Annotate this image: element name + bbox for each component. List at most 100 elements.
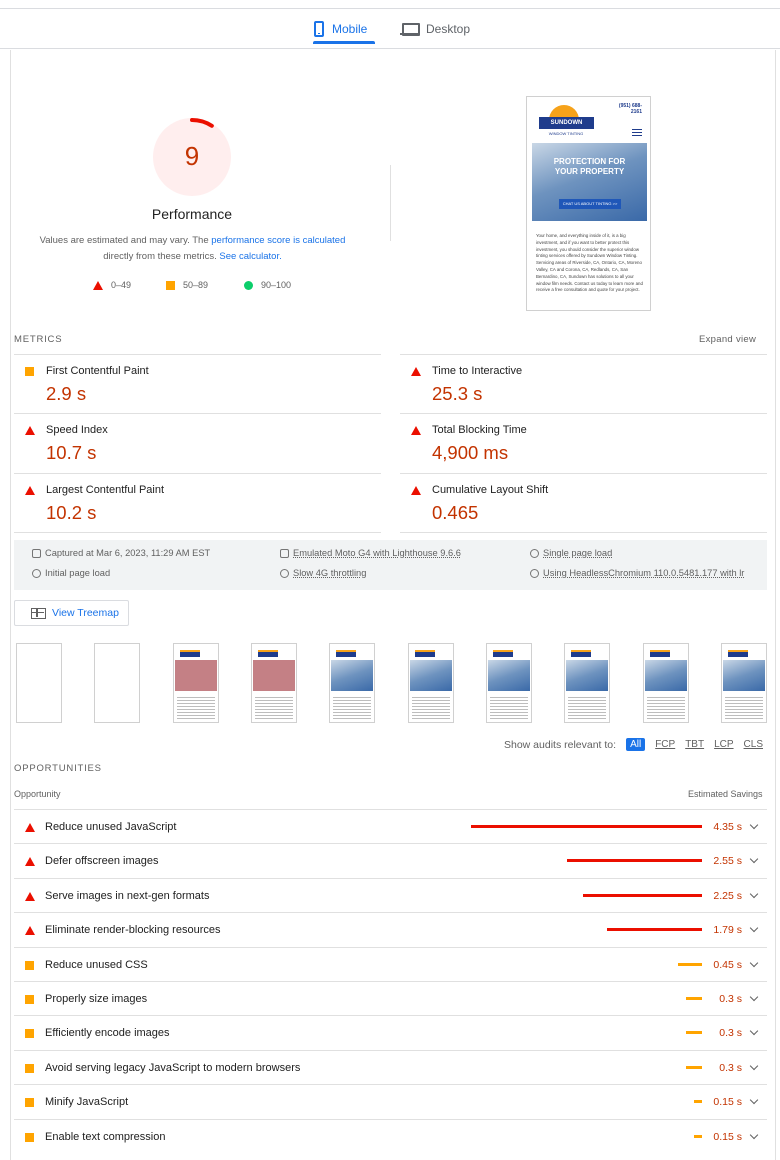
opportunity-row[interactable]: Minify JavaScript 0.15 s — [14, 1084, 767, 1118]
savings-value: 0.3 s — [719, 1061, 742, 1074]
savings-value: 2.25 s — [713, 889, 742, 902]
savings-value: 0.15 s — [713, 1096, 742, 1109]
chevron-down-icon[interactable] — [749, 1130, 759, 1139]
average-square-icon — [25, 1098, 34, 1108]
filmstrip-frame — [94, 643, 140, 723]
filter-chip-all[interactable]: All — [626, 738, 646, 751]
metric-tbt: Total Blocking Time 4,900 ms — [400, 413, 767, 473]
fail-triangle-icon — [25, 891, 35, 901]
chevron-down-icon[interactable] — [749, 855, 759, 864]
fail-triangle-icon — [411, 367, 421, 376]
average-square-icon — [25, 367, 34, 376]
legend-fail-label: 0–49 — [111, 280, 132, 290]
legend-pass-label: 90–100 — [261, 280, 292, 290]
opportunities-label: OPPORTUNITIES — [14, 763, 102, 774]
gauge-background — [153, 118, 231, 196]
chevron-down-icon[interactable] — [749, 1095, 759, 1105]
fail-triangle-icon — [25, 486, 35, 495]
savings-bar — [694, 1134, 702, 1138]
screenshot-hero-button: CHAT US ABOUT TINTING >> — [559, 199, 621, 209]
filter-chip-tbt[interactable]: TBT — [685, 739, 705, 750]
fail-triangle-icon — [25, 823, 35, 832]
savings-bar — [471, 825, 702, 828]
opportunity-row[interactable]: Eliminate render-blocking resources 1.79 … — [14, 912, 767, 946]
fail-triangle-icon — [411, 486, 421, 495]
savings-bar — [694, 1100, 702, 1104]
chevron-down-icon[interactable] — [749, 889, 759, 899]
panel-border-left — [10, 50, 11, 1160]
metric-si: Speed Index 10.7 s — [14, 413, 381, 473]
savings-bar — [583, 893, 702, 897]
opportunity-name: Enable text compression — [45, 1130, 166, 1143]
browser-info[interactable]: Using HeadlessChromium 110.0.5481.177 wi… — [530, 568, 744, 578]
emulated-device[interactable]: Emulated Moto G4 with Lighthouse 9.6.6 — [280, 548, 461, 558]
opportunity-name: Eliminate render-blocking resources — [45, 924, 221, 937]
average-square-icon — [25, 995, 34, 1004]
filmstrip-frame — [721, 643, 767, 723]
metric-value: 10.7 s — [46, 442, 97, 463]
expand-view-link[interactable]: Expand view — [699, 334, 757, 345]
score-calc-link[interactable]: performance score is calculated — [211, 235, 346, 246]
opportunity-row[interactable]: Defer offscreen images 2.55 s — [14, 843, 767, 877]
chevron-down-icon[interactable] — [749, 1027, 759, 1036]
opportunity-row[interactable]: Efficiently encode images 0.3 s — [14, 1015, 767, 1049]
wifi-icon — [280, 568, 289, 578]
gauge-arc — [190, 118, 214, 128]
device-icon — [280, 548, 289, 558]
screenshot-hero-title: PROTECTION FOR YOUR PROPERTY — [553, 157, 626, 176]
calculator-link[interactable]: See calculator. — [219, 251, 282, 262]
legend-fail: 0–49 — [93, 280, 131, 290]
chevron-down-icon[interactable] — [749, 992, 759, 1002]
fail-triangle-icon — [25, 426, 35, 435]
opportunity-row[interactable]: Avoid serving legacy JavaScript to moder… — [14, 1049, 767, 1084]
opportunity-name: Reduce unused CSS — [45, 958, 148, 971]
filter-chip-cls[interactable]: CLS — [743, 739, 763, 750]
savings-bar — [686, 997, 702, 1000]
filter-chip-lcp[interactable]: LCP — [714, 739, 734, 750]
legend-average-label: 50–89 — [183, 280, 209, 290]
opportunity-row[interactable]: Properly size images 0.3 s — [14, 981, 767, 1015]
fail-triangle-icon — [25, 926, 35, 936]
performance-score: 9 — [184, 141, 200, 171]
tab-desktop-label: Desktop — [426, 22, 471, 36]
tab-mobile[interactable]: Mobile — [314, 9, 367, 49]
opportunity-name: Avoid serving legacy JavaScript to moder… — [45, 1061, 301, 1074]
savings-value: 0.3 s — [719, 993, 742, 1005]
captured-at: Captured at Mar 6, 2023, 11:29 AM EST — [32, 548, 210, 558]
opportunity-row[interactable]: Reduce unused CSS 0.45 s — [14, 946, 767, 981]
filter-chip-fcp[interactable]: FCP — [655, 739, 676, 750]
active-tab-indicator — [313, 41, 375, 44]
savings-value: 0.45 s — [713, 958, 742, 971]
timer-icon — [32, 568, 41, 578]
metric-name: Total Blocking Time — [432, 424, 527, 436]
chrome-icon — [530, 568, 539, 578]
metric-value: 2.9 s — [46, 383, 87, 404]
savings-bar — [678, 962, 702, 966]
chevron-down-icon[interactable] — [749, 958, 759, 967]
note-text-1: Values are estimated and may vary. The — [39, 235, 212, 246]
fail-triangle-icon — [93, 280, 103, 290]
tab-desktop[interactable]: Desktop — [400, 9, 470, 49]
opportunity-row[interactable]: Serve images in next-gen formats 2.25 s — [14, 877, 767, 912]
network-throttling[interactable]: Slow 4G throttling — [280, 568, 366, 578]
final-screenshot[interactable]: (951) 688- 2161 SUNDOWN WINDOW TINTING P… — [526, 96, 651, 311]
chevron-down-icon[interactable] — [749, 820, 759, 830]
screenshot-body: Your home, and everything inside of it, … — [536, 233, 643, 293]
note-text-2: directly from these metrics. — [103, 251, 220, 262]
metric-value: 25.3 s — [432, 383, 483, 404]
opportunity-row[interactable]: Enable text compression 0.15 s — [14, 1118, 767, 1153]
audit-filter-label: Show audits relevant to: — [504, 738, 617, 751]
score-note: Values are estimated and may vary. The p… — [30, 233, 355, 265]
chevron-down-icon[interactable] — [749, 1061, 759, 1071]
metric-value: 10.2 s — [46, 502, 97, 523]
savings-value: 1.79 s — [713, 924, 742, 937]
view-treemap-button[interactable]: View Treemap — [14, 600, 129, 626]
opportunity-name: Efficiently encode images — [45, 1027, 170, 1040]
opportunity-name: Properly size images — [45, 993, 148, 1005]
opportunity-row[interactable]: Reduce unused JavaScript 4.35 s — [14, 809, 767, 843]
single-page-load[interactable]: Single page load — [530, 548, 612, 558]
filmstrip-frame — [329, 643, 375, 723]
average-square-icon — [25, 1063, 34, 1073]
legend-average: 50–89 — [166, 280, 208, 290]
chevron-down-icon[interactable] — [749, 923, 759, 933]
